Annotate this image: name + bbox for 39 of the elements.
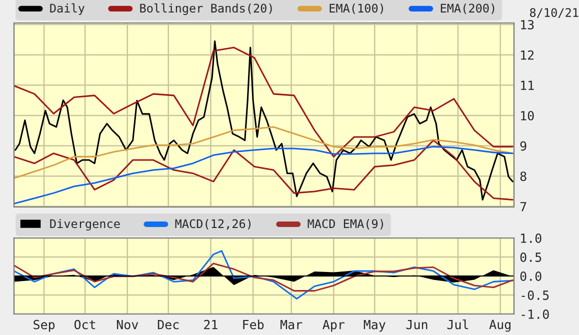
- y-tick-label: 11: [521, 80, 534, 90]
- y-tick-label: 0.5: [520, 252, 542, 262]
- y-tick-label: 10: [521, 110, 534, 120]
- line-series: [14, 46, 514, 158]
- text: 8/10/21: [530, 8, 578, 18]
- x-tick-label: Mar: [280, 320, 302, 330]
- y-tick-label: -1.0: [522, 310, 549, 319]
- x-tick-label: Jun: [406, 320, 428, 330]
- x-tick-label: Aug: [489, 320, 510, 332]
- y-tick-label: 9: [520, 141, 526, 151]
- x-tick-label: Feb: [243, 320, 264, 330]
- x-tick-label: Apr: [322, 320, 344, 332]
- x-tick-label: Sep: [34, 320, 55, 332]
- line-series: [14, 40, 514, 200]
- y-tick-label: 7: [520, 202, 526, 212]
- x-tick-label: Oct: [74, 320, 96, 330]
- line-series: [14, 126, 514, 179]
- legend-label: Divergence: [50, 219, 120, 231]
- x-tick-label: Nov: [116, 320, 138, 330]
- y-tick-label: 13: [521, 20, 534, 30]
- legend-label: MACD(12,26): [175, 219, 251, 230]
- line-series: [14, 146, 514, 204]
- legend-label: EMA(200): [440, 4, 494, 14]
- line-series: [14, 140, 514, 200]
- x-tick-label: Dec: [158, 320, 179, 330]
- y-tick-label: 1.0: [521, 234, 542, 243]
- legend-label: MACD EMA(9): [308, 219, 384, 230]
- line-series: [14, 262, 514, 292]
- y-tick-label: 12: [521, 50, 534, 60]
- y-tick-label: 8: [520, 172, 526, 182]
- legend-label: EMA(100): [330, 4, 384, 14]
- y-tick-label: 0.0: [520, 272, 542, 281]
- x-tick-label: May: [364, 320, 386, 332]
- x-tick-label: 21: [204, 320, 218, 330]
- x-tick-label: Jul: [447, 320, 468, 330]
- line-series: [14, 250, 514, 300]
- legend-label: Bollinger Bands(20): [140, 3, 272, 15]
- y-tick-label: -0.5: [522, 290, 549, 300]
- legend-label: Daily: [50, 3, 84, 15]
